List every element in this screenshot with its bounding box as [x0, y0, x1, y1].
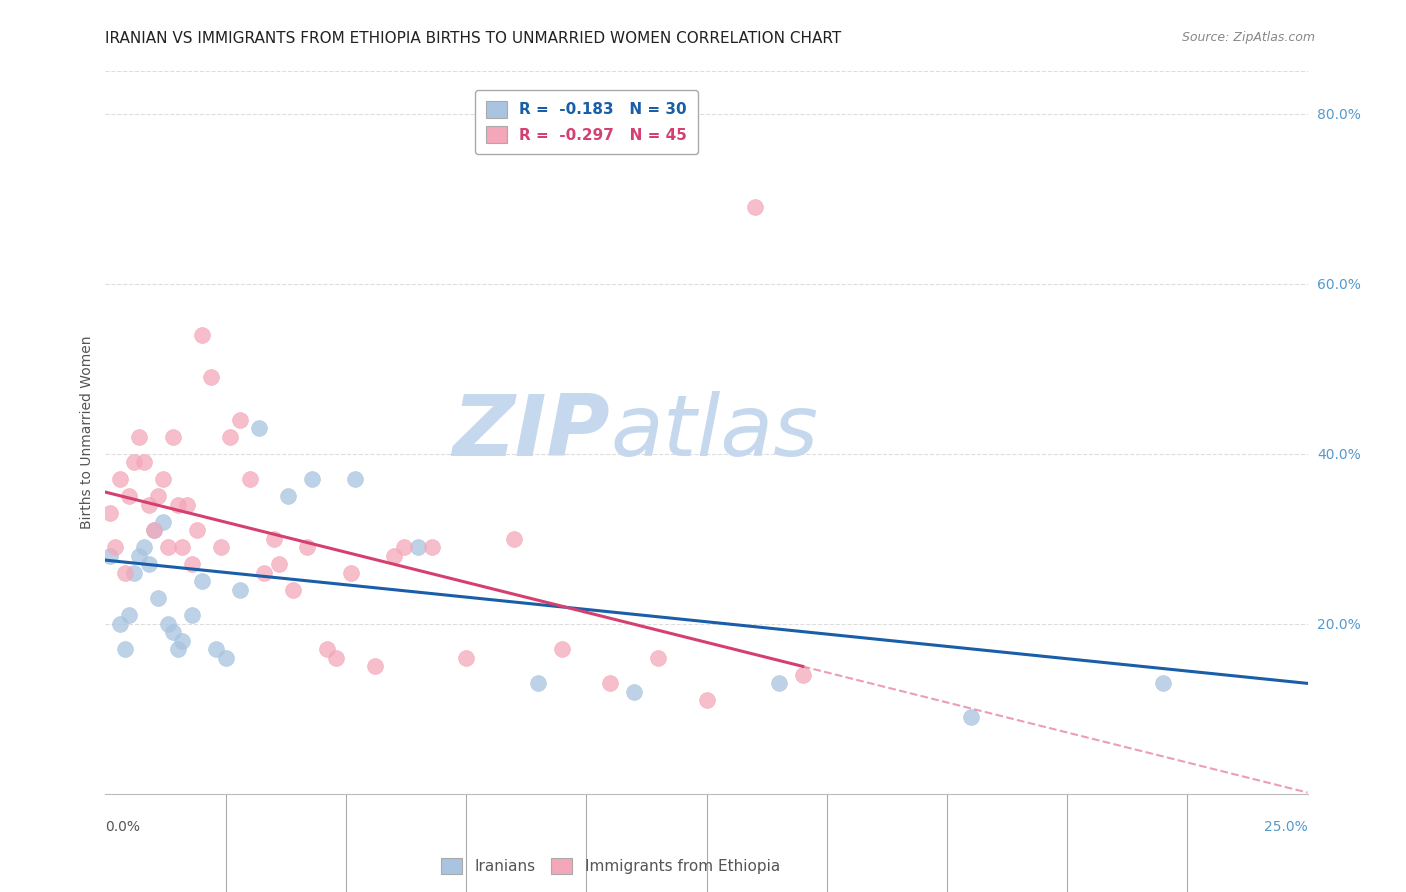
- Point: [181, 608, 204, 623]
- Point: [551, 642, 574, 657]
- Point: [124, 455, 146, 469]
- Point: [647, 651, 669, 665]
- Point: [247, 421, 270, 435]
- Point: [132, 541, 155, 555]
- Point: [267, 558, 290, 572]
- Point: [108, 616, 131, 631]
- Point: [200, 370, 222, 384]
- Point: [599, 676, 621, 690]
- Point: [768, 676, 790, 690]
- Point: [744, 200, 766, 214]
- Point: [118, 489, 141, 503]
- Point: [209, 541, 232, 555]
- Point: [142, 524, 165, 538]
- Point: [128, 430, 150, 444]
- Point: [138, 498, 160, 512]
- Point: [162, 625, 184, 640]
- Point: [301, 472, 323, 486]
- Point: [114, 642, 136, 657]
- Point: [219, 430, 242, 444]
- Point: [172, 541, 194, 555]
- Y-axis label: Births to Unmarried Women: Births to Unmarried Women: [80, 336, 94, 529]
- Point: [392, 541, 415, 555]
- Text: 25.0%: 25.0%: [1264, 821, 1308, 834]
- Point: [148, 591, 170, 606]
- Point: [960, 710, 983, 724]
- Point: [229, 413, 252, 427]
- Point: [190, 327, 212, 342]
- Text: ZIP: ZIP: [453, 391, 610, 475]
- Point: [344, 472, 367, 486]
- Point: [142, 524, 165, 538]
- Point: [406, 541, 429, 555]
- Point: [172, 633, 194, 648]
- Point: [190, 574, 212, 589]
- Point: [166, 498, 188, 512]
- Point: [263, 532, 285, 546]
- Point: [315, 642, 337, 657]
- Point: [148, 489, 170, 503]
- Point: [214, 651, 236, 665]
- Point: [364, 659, 387, 673]
- Text: IRANIAN VS IMMIGRANTS FROM ETHIOPIA BIRTHS TO UNMARRIED WOMEN CORRELATION CHART: IRANIAN VS IMMIGRANTS FROM ETHIOPIA BIRT…: [105, 31, 842, 46]
- Point: [176, 498, 198, 512]
- Point: [156, 541, 179, 555]
- Point: [297, 541, 319, 555]
- Point: [527, 676, 550, 690]
- Point: [696, 693, 718, 707]
- Point: [114, 566, 136, 580]
- Point: [325, 651, 347, 665]
- Point: [166, 642, 188, 657]
- Point: [186, 524, 208, 538]
- Point: [253, 566, 276, 580]
- Point: [128, 549, 150, 563]
- Point: [124, 566, 146, 580]
- Point: [152, 472, 174, 486]
- Point: [281, 582, 304, 597]
- Point: [454, 651, 477, 665]
- Point: [156, 616, 179, 631]
- Point: [382, 549, 405, 563]
- Point: [98, 507, 121, 521]
- Point: [623, 685, 645, 699]
- Point: [104, 541, 127, 555]
- Text: Source: ZipAtlas.com: Source: ZipAtlas.com: [1181, 31, 1315, 45]
- Point: [503, 532, 526, 546]
- Point: [229, 582, 252, 597]
- Point: [132, 455, 155, 469]
- Point: [98, 549, 121, 563]
- Point: [339, 566, 361, 580]
- Point: [1152, 676, 1174, 690]
- Point: [152, 515, 174, 529]
- Point: [239, 472, 262, 486]
- Point: [205, 642, 228, 657]
- Point: [108, 472, 131, 486]
- Point: [162, 430, 184, 444]
- Text: 0.0%: 0.0%: [105, 821, 141, 834]
- Point: [792, 668, 814, 682]
- Point: [277, 489, 299, 503]
- Legend: Iranians, Immigrants from Ethiopia: Iranians, Immigrants from Ethiopia: [434, 852, 786, 880]
- Point: [138, 558, 160, 572]
- Point: [181, 558, 204, 572]
- Point: [118, 608, 141, 623]
- Point: [422, 541, 444, 555]
- Text: atlas: atlas: [610, 391, 818, 475]
